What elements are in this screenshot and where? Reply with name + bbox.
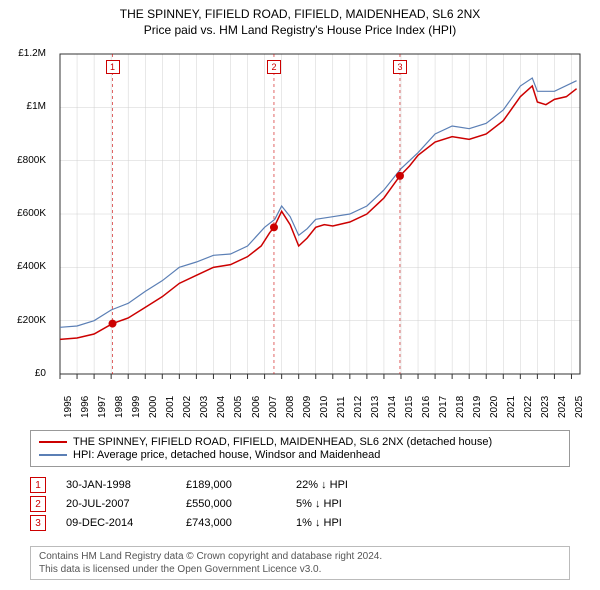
y-tick-label: £1M: [2, 101, 46, 112]
legend-label: THE SPINNEY, FIFIELD ROAD, FIFIELD, MAID…: [73, 436, 492, 448]
legend-row: THE SPINNEY, FIFIELD ROAD, FIFIELD, MAID…: [39, 436, 561, 448]
x-tick-label: 2022: [523, 396, 534, 418]
marker-diff: 5% ↓ HPI: [296, 498, 396, 510]
chart-svg: [50, 44, 590, 384]
x-tick-label: 1999: [131, 396, 142, 418]
title-line1: THE SPINNEY, FIFIELD ROAD, FIFIELD, MAID…: [0, 6, 600, 22]
x-tick-label: 2021: [506, 396, 517, 418]
marker-price: £189,000: [186, 479, 276, 491]
x-tick-label: 2016: [421, 396, 432, 418]
marker-diff: 1% ↓ HPI: [296, 517, 396, 529]
chart-marker-badge-2: 2: [267, 60, 281, 74]
chart-marker-badge-3: 3: [393, 60, 407, 74]
legend-swatch: [39, 441, 67, 443]
x-axis-labels: 1995 1996 1997 1998 1999 2000 2001 2002 2003 2004…: [50, 386, 590, 426]
y-tick-label: £600K: [2, 208, 46, 219]
marker-badge: 2: [30, 496, 46, 512]
x-tick-label: 2018: [455, 396, 466, 418]
y-tick-label: £400K: [2, 261, 46, 272]
marker-price: £550,000: [186, 498, 276, 510]
x-tick-label: 2009: [302, 396, 313, 418]
footer-line1: Contains HM Land Registry data © Crown c…: [39, 550, 561, 563]
x-tick-label: 2011: [336, 396, 347, 418]
x-tick-label: 2017: [438, 396, 449, 418]
x-tick-label: 1997: [97, 396, 108, 418]
marker-date: 30-JAN-1998: [66, 479, 166, 491]
marker-date: 20-JUL-2007: [66, 498, 166, 510]
x-tick-label: 2002: [182, 396, 193, 418]
footer-box: Contains HM Land Registry data © Crown c…: [30, 546, 570, 580]
x-tick-label: 2012: [353, 396, 364, 418]
x-tick-label: 2003: [199, 396, 210, 418]
x-tick-label: 1998: [114, 396, 125, 418]
x-tick-label: 2001: [165, 396, 176, 418]
x-tick-label: 2005: [233, 396, 244, 418]
marker-row: 2 20-JUL-2007 £550,000 5% ↓ HPI: [30, 496, 570, 512]
marker-badge: 3: [30, 515, 46, 531]
footer-line2: This data is licensed under the Open Gov…: [39, 563, 561, 576]
legend-swatch: [39, 454, 67, 456]
y-tick-label: £1.2M: [2, 48, 46, 59]
x-tick-label: 2004: [216, 396, 227, 418]
marker-price: £743,000: [186, 517, 276, 529]
x-tick-label: 2020: [489, 396, 500, 418]
marker-table: 1 30-JAN-1998 £189,000 22% ↓ HPI 2 20-JUL-200…: [30, 474, 570, 534]
marker-diff: 22% ↓ HPI: [296, 479, 396, 491]
x-tick-label: 2025: [574, 396, 585, 418]
x-tick-label: 1995: [63, 396, 74, 418]
chart-container: THE SPINNEY, FIFIELD ROAD, FIFIELD, MAID…: [0, 0, 600, 590]
x-tick-label: 2024: [557, 396, 568, 418]
title-line2: Price paid vs. HM Land Registry's House …: [0, 22, 600, 38]
x-tick-label: 2007: [268, 396, 279, 418]
x-tick-label: 1996: [80, 396, 91, 418]
legend-row: HPI: Average price, detached house, Wind…: [39, 449, 561, 461]
y-tick-label: £0: [2, 368, 46, 379]
x-tick-label: 2013: [370, 396, 381, 418]
legend-box: THE SPINNEY, FIFIELD ROAD, FIFIELD, MAID…: [30, 430, 570, 467]
x-tick-label: 2008: [285, 396, 296, 418]
x-tick-label: 2019: [472, 396, 483, 418]
title-block: THE SPINNEY, FIFIELD ROAD, FIFIELD, MAID…: [0, 0, 600, 38]
x-tick-label: 2015: [404, 396, 415, 418]
x-tick-label: 2010: [319, 396, 330, 418]
x-tick-label: 2014: [387, 396, 398, 418]
y-tick-label: £200K: [2, 315, 46, 326]
marker-row: 1 30-JAN-1998 £189,000 22% ↓ HPI: [30, 477, 570, 493]
legend-label: HPI: Average price, detached house, Wind…: [73, 449, 380, 461]
chart-marker-badge-1: 1: [106, 60, 120, 74]
marker-row: 3 09-DEC-2014 £743,000 1% ↓ HPI: [30, 515, 570, 531]
marker-badge: 1: [30, 477, 46, 493]
x-tick-label: 2006: [251, 396, 262, 418]
x-tick-label: 2000: [148, 396, 159, 418]
chart-area: 1 2 3: [50, 44, 590, 384]
y-tick-label: £800K: [2, 155, 46, 166]
marker-date: 09-DEC-2014: [66, 517, 166, 529]
x-tick-label: 2023: [540, 396, 551, 418]
